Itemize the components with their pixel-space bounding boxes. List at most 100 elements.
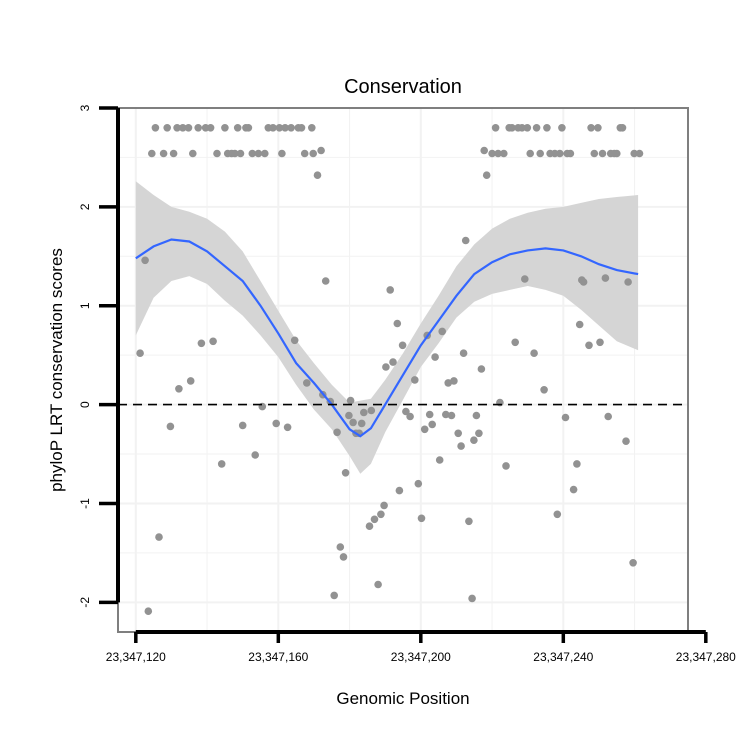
data-point — [622, 437, 630, 446]
data-point — [269, 124, 277, 132]
data-point — [287, 124, 295, 132]
data-point — [596, 338, 604, 347]
data-point — [573, 460, 581, 468]
data-point — [136, 349, 144, 358]
data-point — [488, 149, 496, 158]
x-axis-ticks: 23,347,120 23,347,160 23,347,200 23,347,240… — [106, 630, 736, 664]
data-point — [209, 337, 217, 346]
data-point — [148, 149, 156, 158]
data-point — [500, 149, 508, 158]
y-tick-label: 1 — [78, 302, 92, 309]
data-point — [438, 327, 447, 336]
data-point — [365, 522, 374, 530]
data-point — [377, 510, 385, 519]
data-point — [231, 149, 239, 158]
data-point — [151, 124, 160, 132]
data-point — [428, 420, 437, 429]
data-point — [236, 149, 245, 158]
data-point — [494, 149, 502, 158]
data-point — [540, 386, 548, 394]
data-point — [173, 124, 181, 132]
chart-title: Conservation — [344, 76, 462, 98]
data-point — [370, 515, 379, 524]
data-point — [587, 124, 595, 132]
data-point — [251, 451, 259, 459]
y-axis-ticks: -2 -1 0 1 2 3 — [78, 104, 120, 608]
data-point — [166, 422, 175, 431]
data-point — [585, 341, 593, 350]
data-point — [601, 274, 610, 282]
data-point — [184, 124, 193, 132]
data-point — [345, 411, 353, 420]
data-point — [553, 510, 562, 519]
smooth-line — [135, 238, 639, 438]
data-point — [523, 124, 532, 132]
data-point — [575, 320, 584, 329]
data-point — [398, 341, 407, 350]
data-point — [380, 501, 388, 510]
data-point — [465, 517, 473, 526]
data-point — [569, 485, 578, 494]
y-tick-label: 2 — [78, 203, 92, 210]
data-point — [321, 277, 330, 285]
data-point — [254, 149, 263, 158]
data-point — [454, 429, 463, 438]
data-point — [339, 553, 348, 561]
x-tick-label: 23,347,240 — [533, 650, 593, 664]
data-point — [144, 607, 153, 615]
data-point — [635, 149, 644, 158]
data-point — [566, 149, 575, 158]
data-point — [179, 124, 187, 132]
data-point — [141, 256, 149, 265]
data-point — [308, 124, 316, 132]
y-axis-label: phyloP LRT conservation scores — [47, 248, 66, 492]
data-point — [594, 124, 602, 132]
data-point — [447, 411, 456, 420]
data-point — [349, 418, 357, 427]
data-point — [248, 149, 257, 158]
data-point — [297, 124, 306, 132]
y-tick-label: -1 — [78, 498, 92, 509]
data-point — [278, 149, 286, 158]
data-point — [300, 149, 309, 158]
data-point — [590, 149, 599, 158]
data-point — [197, 339, 206, 348]
x-axis-label: Genomic Position — [336, 689, 469, 708]
data-point — [194, 124, 202, 132]
data-point — [163, 124, 171, 132]
x-tick-label: 23,347,280 — [676, 650, 736, 664]
data-point — [491, 124, 500, 132]
data-point — [444, 379, 453, 387]
data-point — [169, 149, 178, 158]
data-point — [357, 419, 366, 428]
data-point — [406, 412, 414, 421]
data-point — [313, 171, 322, 179]
data-point — [330, 591, 339, 600]
data-point — [521, 275, 529, 283]
data-point — [475, 429, 483, 438]
data-point — [435, 456, 444, 464]
data-point — [155, 533, 163, 541]
data-point — [336, 543, 345, 551]
data-point — [598, 149, 607, 158]
data-point — [511, 338, 519, 347]
x-tick-label: 23,347,160 — [248, 650, 308, 664]
data-point — [613, 149, 621, 158]
data-point — [303, 379, 311, 387]
data-point — [175, 385, 183, 393]
data-point — [624, 278, 632, 286]
data-point — [561, 413, 570, 422]
data-point — [543, 124, 551, 132]
data-point — [238, 421, 247, 430]
data-point — [217, 460, 226, 468]
data-point — [244, 124, 253, 132]
data-point — [472, 411, 481, 420]
data-point — [395, 486, 404, 495]
data-point — [206, 124, 215, 132]
data-point — [618, 124, 627, 132]
data-point — [272, 419, 281, 428]
data-point — [477, 365, 486, 373]
data-point — [374, 580, 382, 589]
data-point — [317, 146, 325, 155]
